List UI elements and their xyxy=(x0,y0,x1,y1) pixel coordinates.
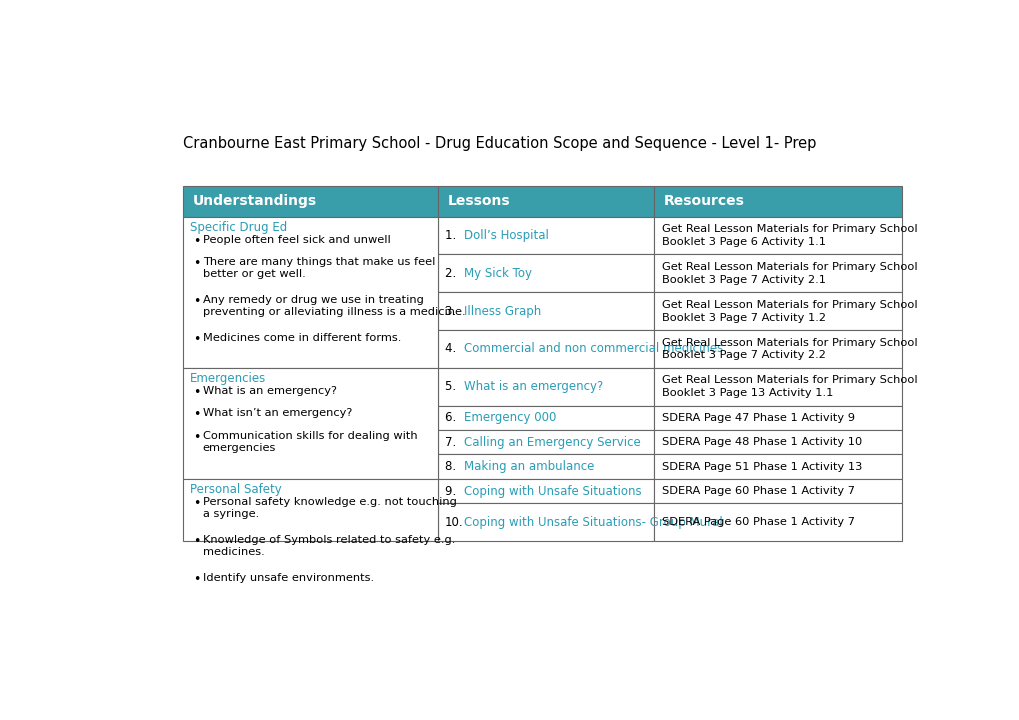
Text: Commercial and non commercial medicines: Commercial and non commercial medicines xyxy=(463,343,722,356)
Text: What is an emergency?: What is an emergency? xyxy=(203,386,336,396)
Text: •: • xyxy=(193,333,201,346)
Text: 6.: 6. xyxy=(444,411,463,424)
Text: My Sick Toy: My Sick Toy xyxy=(463,267,531,280)
Bar xyxy=(653,454,902,479)
Text: What is an emergency?: What is an emergency? xyxy=(463,380,602,393)
Bar xyxy=(438,368,653,405)
Text: 7.: 7. xyxy=(444,436,463,449)
Text: 3.: 3. xyxy=(444,305,463,318)
Text: •: • xyxy=(193,235,201,248)
Text: 1.: 1. xyxy=(444,229,463,242)
Bar xyxy=(182,186,438,217)
Text: •: • xyxy=(193,408,201,421)
Text: SDERA Page 47 Phase 1 Activity 9: SDERA Page 47 Phase 1 Activity 9 xyxy=(661,413,854,423)
Text: Any remedy or drug we use in treating
preventing or alleviating illness is a med: Any remedy or drug we use in treating pr… xyxy=(203,295,465,317)
Text: SDERA Page 60 Phase 1 Activity 7: SDERA Page 60 Phase 1 Activity 7 xyxy=(661,486,854,496)
Bar xyxy=(653,503,902,541)
Text: Resources: Resources xyxy=(662,194,744,208)
Bar xyxy=(438,186,653,217)
Bar xyxy=(653,405,902,430)
Text: Get Real Lesson Materials for Primary School
Booklet 3 Page 7 Activity 2.1: Get Real Lesson Materials for Primary Sc… xyxy=(661,262,917,285)
Text: Making an ambulance: Making an ambulance xyxy=(463,460,593,473)
Text: Communication skills for dealing with
emergencies: Communication skills for dealing with em… xyxy=(203,431,417,452)
Bar xyxy=(653,368,902,405)
Bar xyxy=(653,186,902,217)
Text: Coping with Unsafe Situations- Group Mural: Coping with Unsafe Situations- Group Mur… xyxy=(463,516,721,528)
Text: Get Real Lesson Materials for Primary School
Booklet 3 Page 13 Activity 1.1: Get Real Lesson Materials for Primary Sc… xyxy=(661,375,917,398)
Text: Personal Safety: Personal Safety xyxy=(190,482,281,495)
Text: People often feel sick and unwell: People often feel sick and unwell xyxy=(203,235,390,245)
Text: Knowledge of Symbols related to safety e.g.
medicines.: Knowledge of Symbols related to safety e… xyxy=(203,535,454,557)
Text: •: • xyxy=(193,257,201,270)
Text: 10.: 10. xyxy=(444,516,463,528)
Text: •: • xyxy=(193,535,201,548)
Bar xyxy=(653,430,902,454)
Text: SDERA Page 60 Phase 1 Activity 7: SDERA Page 60 Phase 1 Activity 7 xyxy=(661,517,854,527)
Text: SDERA Page 51 Phase 1 Activity 13: SDERA Page 51 Phase 1 Activity 13 xyxy=(661,462,861,472)
Bar xyxy=(438,454,653,479)
Text: •: • xyxy=(193,295,201,308)
Bar xyxy=(653,217,902,254)
Bar xyxy=(182,368,438,479)
Text: Specific Drug Ed: Specific Drug Ed xyxy=(190,220,287,233)
Text: Identify unsafe environments.: Identify unsafe environments. xyxy=(203,572,373,582)
Text: What isn’t an emergency?: What isn’t an emergency? xyxy=(203,408,352,418)
Bar xyxy=(438,330,653,368)
Text: Get Real Lesson Materials for Primary School
Booklet 3 Page 7 Activity 2.2: Get Real Lesson Materials for Primary Sc… xyxy=(661,338,917,361)
Bar xyxy=(182,479,438,541)
Text: Emergency 000: Emergency 000 xyxy=(463,411,555,424)
Text: Coping with Unsafe Situations: Coping with Unsafe Situations xyxy=(463,485,641,498)
Bar xyxy=(438,405,653,430)
Bar xyxy=(438,292,653,330)
Bar xyxy=(182,217,438,368)
Text: 9.: 9. xyxy=(444,485,463,498)
Text: 4.: 4. xyxy=(444,343,463,356)
Text: Personal safety knowledge e.g. not touching
a syringe.: Personal safety knowledge e.g. not touch… xyxy=(203,497,457,519)
Bar xyxy=(438,479,653,503)
Text: •: • xyxy=(193,386,201,399)
Text: Cranbourne East Primary School - Drug Education Scope and Sequence - Level 1- Pr: Cranbourne East Primary School - Drug Ed… xyxy=(182,136,815,151)
Text: •: • xyxy=(193,497,201,510)
Text: •: • xyxy=(193,431,201,444)
Text: Get Real Lesson Materials for Primary School
Booklet 3 Page 6 Activity 1.1: Get Real Lesson Materials for Primary Sc… xyxy=(661,224,917,247)
Bar xyxy=(653,292,902,330)
Bar xyxy=(438,217,653,254)
Text: •: • xyxy=(193,572,201,585)
Text: Emergencies: Emergencies xyxy=(190,372,266,384)
Text: Lessons: Lessons xyxy=(447,194,510,208)
Text: Doll’s Hospital: Doll’s Hospital xyxy=(463,229,548,242)
Text: 5.: 5. xyxy=(444,380,463,393)
Text: Illness Graph: Illness Graph xyxy=(463,305,540,318)
Text: SDERA Page 48 Phase 1 Activity 10: SDERA Page 48 Phase 1 Activity 10 xyxy=(661,437,861,447)
Text: Medicines come in different forms.: Medicines come in different forms. xyxy=(203,333,400,343)
Text: 2.: 2. xyxy=(444,267,463,280)
Text: Get Real Lesson Materials for Primary School
Booklet 3 Page 7 Activity 1.2: Get Real Lesson Materials for Primary Sc… xyxy=(661,300,917,323)
Bar xyxy=(438,254,653,292)
Text: Calling an Emergency Service: Calling an Emergency Service xyxy=(463,436,640,449)
Bar xyxy=(438,503,653,541)
Text: 8.: 8. xyxy=(444,460,463,473)
Bar xyxy=(653,254,902,292)
Bar xyxy=(653,479,902,503)
Text: There are many things that make us feel
better or get well.: There are many things that make us feel … xyxy=(203,257,434,279)
Bar xyxy=(653,330,902,368)
Bar xyxy=(438,430,653,454)
Text: Understandings: Understandings xyxy=(193,194,316,208)
